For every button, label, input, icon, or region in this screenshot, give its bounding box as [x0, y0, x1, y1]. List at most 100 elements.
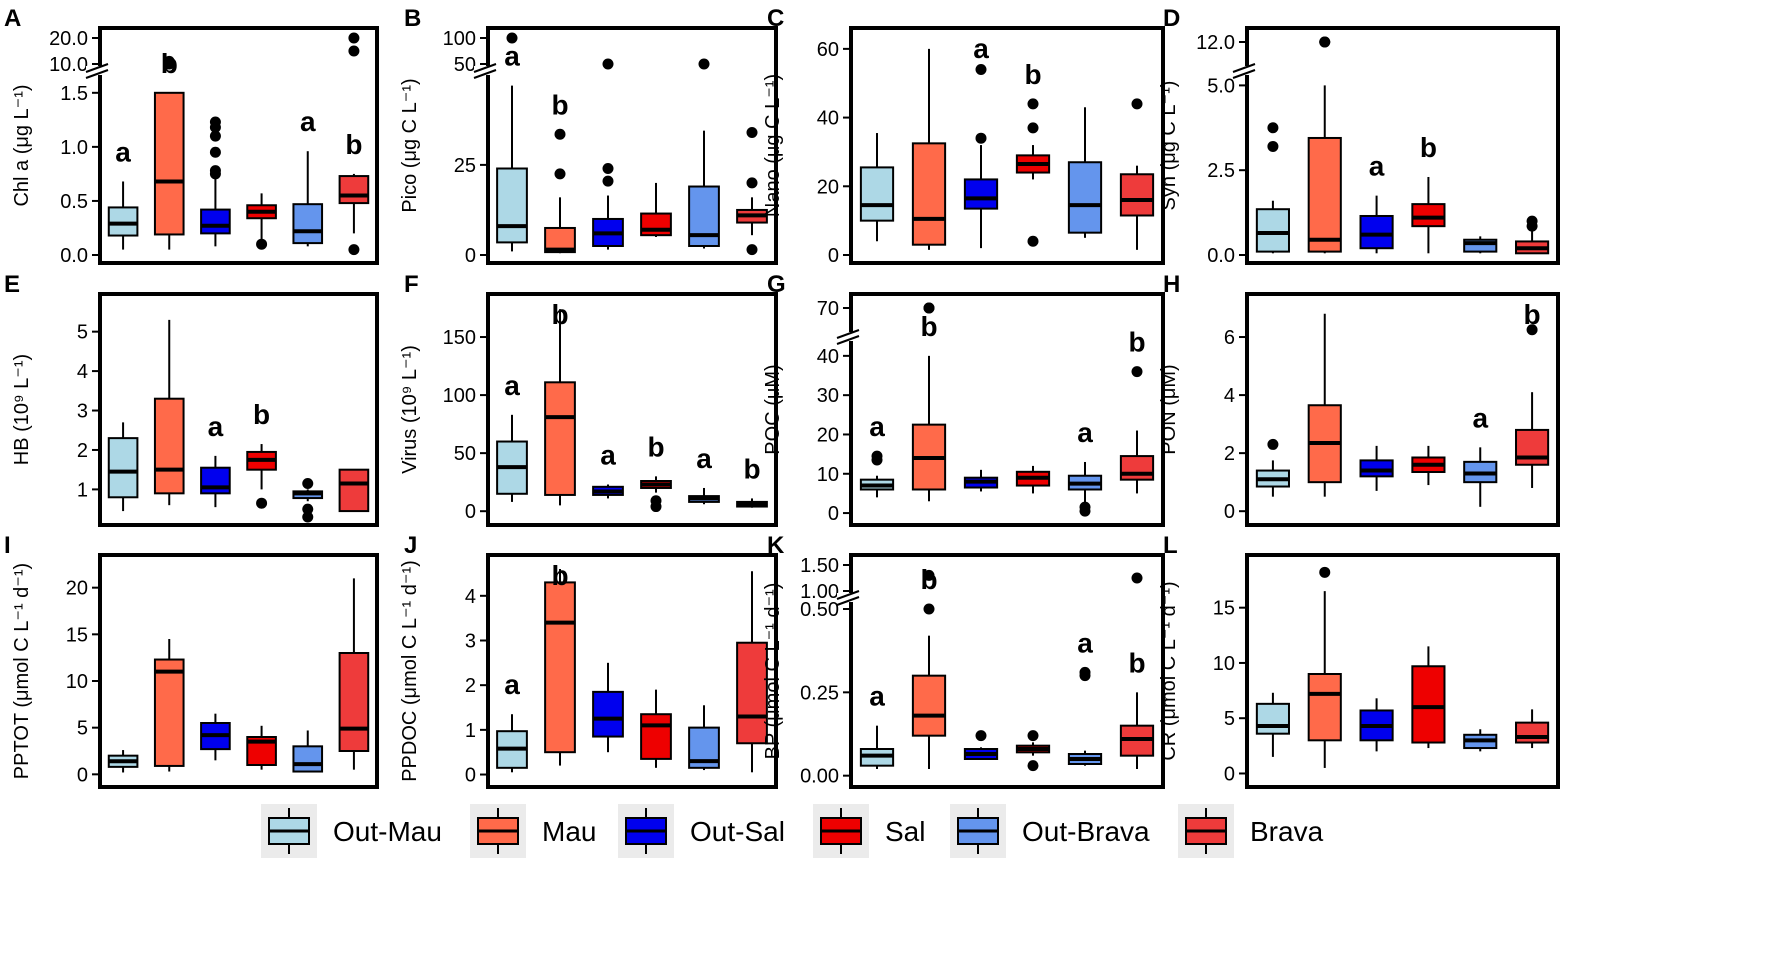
- axis-break-mark: [473, 69, 497, 79]
- axis-break-mark: [836, 335, 860, 345]
- box-mau: b: [911, 302, 947, 502]
- box-out-brava: [292, 477, 324, 523]
- box-brava: [1515, 215, 1550, 255]
- box-iqr: [1359, 459, 1394, 478]
- significance-letter: b: [1524, 299, 1541, 330]
- outlier-point: [746, 126, 758, 138]
- y-axis-label: Nano (μg C L⁻¹): [762, 74, 784, 217]
- panel-b: B 0 25 50 100 Pico (μg C L⁻¹) ab: [399, 5, 778, 267]
- legend-item-sal: Sal: [813, 804, 925, 858]
- y-tick-label: 3: [77, 401, 88, 423]
- y-tick-label: 2: [465, 675, 476, 697]
- y-tick-label: 0: [1224, 763, 1235, 785]
- y-tick-label: 5: [1224, 708, 1235, 730]
- box-out-brava: a: [1463, 402, 1498, 507]
- box-out-brava: a: [292, 106, 324, 247]
- box-mau: b: [544, 299, 576, 506]
- y-tick-label: 50: [454, 443, 476, 465]
- box-out-sal: [592, 58, 624, 250]
- panel-frame: [1245, 292, 1560, 527]
- panel-i: I 0 5 10 15 20 PPTOT (μmol C L⁻¹ d⁻¹): [4, 532, 379, 789]
- box-out-brava: [1463, 236, 1498, 254]
- y-tick-label: 0: [828, 503, 839, 525]
- y-axis-label: POC (μM): [762, 364, 784, 454]
- box-sal: b: [640, 431, 672, 513]
- y-tick-label: 0.50: [800, 599, 839, 621]
- y-tick-label: 15: [66, 624, 88, 646]
- axis-break-mark: [85, 69, 109, 79]
- box-mau: [153, 319, 185, 506]
- box-out-mau: a: [859, 681, 895, 769]
- outlier-point: [746, 177, 758, 189]
- outlier-point: [209, 146, 221, 158]
- legend-item-out-sal: Out-Sal: [618, 804, 785, 858]
- outlier-point: [506, 32, 518, 44]
- panel-h: H 0 2 4 6 PON (μM) a b: [1158, 271, 1560, 527]
- outlier-point: [1131, 98, 1143, 110]
- y-tick-label: 2: [1224, 443, 1235, 465]
- panel-letter: K: [767, 532, 785, 559]
- outlier-point: [602, 175, 614, 187]
- panel-frame: [486, 26, 778, 265]
- panel-frame: [849, 553, 1165, 789]
- box-iqr: [338, 652, 370, 752]
- axis-break-mark: [1232, 69, 1256, 79]
- box-out-mau: [1255, 122, 1290, 254]
- y-break-tick-label: 50: [454, 54, 476, 76]
- y-axis-label: BP (μmol C L⁻¹ d⁻¹): [762, 583, 784, 760]
- box-sal: [640, 689, 672, 768]
- significance-letter: a: [208, 411, 224, 442]
- box-brava: [338, 578, 370, 770]
- y-tick-label: 10: [1213, 653, 1235, 675]
- box-out-brava: a: [1067, 627, 1103, 766]
- box-brava: b: [736, 453, 768, 508]
- axis-break-gap: [474, 66, 498, 75]
- box-out-sal: [1359, 445, 1394, 491]
- significance-letter: b: [253, 399, 270, 430]
- outlier-point: [975, 132, 987, 144]
- outlier-point: [1027, 98, 1039, 110]
- box-out-brava: [292, 730, 324, 773]
- y-tick-label: 20: [817, 424, 839, 446]
- outlier-point: [1267, 438, 1279, 450]
- box-out-mau: a: [496, 370, 528, 502]
- outlier-point: [209, 130, 221, 142]
- box-out-brava: a: [1067, 417, 1103, 517]
- outlier-point: [975, 730, 987, 742]
- box-out-sal: [200, 713, 231, 761]
- significance-letter: b: [345, 129, 362, 160]
- box-iqr: [1255, 208, 1290, 253]
- outlier-point: [1319, 566, 1331, 578]
- legend: Out-Mau Mau Out-Sal Sal Out-Brava Brava: [261, 804, 1324, 858]
- significance-letter: a: [869, 681, 885, 712]
- box-out-brava: [688, 705, 720, 771]
- box-iqr: [153, 658, 185, 767]
- box-iqr: [1359, 214, 1394, 250]
- box-iqr: [200, 466, 231, 495]
- box-mau: b: [153, 48, 185, 250]
- y-axis-label: Chl a (μg L⁻¹): [11, 84, 33, 206]
- y-axis-label: CR (μmol C L⁻¹ d⁻¹): [1158, 581, 1180, 760]
- significance-letter: b: [647, 431, 664, 462]
- outlier-point: [209, 116, 221, 128]
- box-out-brava: [688, 58, 720, 249]
- panel-letter: A: [4, 5, 21, 32]
- box-iqr: [544, 381, 576, 496]
- y-tick-label: 0: [77, 764, 88, 786]
- legend-label: Brava: [1250, 816, 1324, 847]
- box-sal: [246, 193, 277, 250]
- box-out-mau: [859, 133, 895, 242]
- box-iqr: [640, 713, 672, 760]
- significance-letter: a: [696, 443, 712, 474]
- box-out-sal: a: [963, 33, 999, 249]
- outlier-point: [923, 603, 935, 615]
- panel-frame: [98, 26, 379, 265]
- y-break-tick-label: 10.0: [49, 54, 88, 76]
- box-iqr: [1067, 161, 1103, 234]
- box-iqr: [153, 397, 185, 495]
- axis-break-mark: [473, 63, 497, 73]
- axis-break-gap: [1233, 66, 1257, 75]
- legend-item-mau: Mau: [470, 804, 596, 858]
- y-tick-label: 4: [465, 586, 476, 608]
